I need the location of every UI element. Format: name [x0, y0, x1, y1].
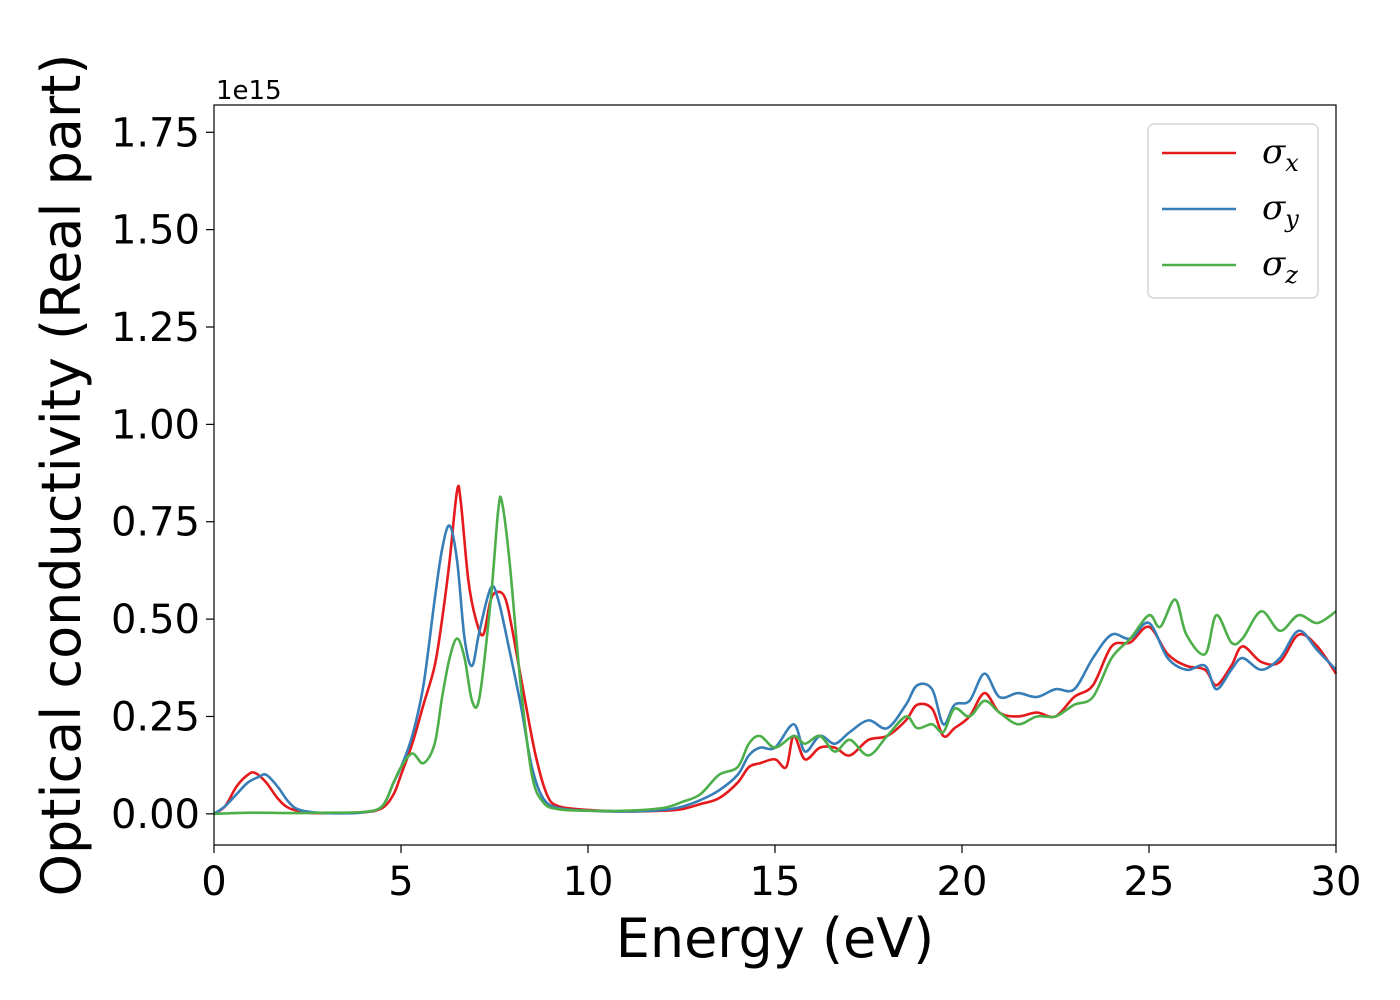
y-tick-label: 1.75 [111, 110, 200, 156]
legend-label-y: σy [1262, 188, 1299, 233]
series-line-y [213, 524, 1337, 815]
x-tick-label: 5 [388, 859, 413, 905]
plot-lines [213, 484, 1338, 816]
y-axis: 0.00 0.25 0.50 0.75 1.00 1.25 1.50 1.75 [111, 110, 214, 838]
legend-label-z: σz [1262, 244, 1298, 289]
y-axis-title: Optical conductivity (Real part) [30, 54, 93, 897]
y-tick-label: 1.00 [111, 402, 200, 448]
series-line-x [213, 484, 1338, 815]
y-tick-label: 0.25 [111, 694, 200, 740]
x-tick-label: 20 [937, 859, 988, 905]
x-axis-title: Energy (eV) [616, 907, 935, 970]
x-tick-label: 10 [563, 859, 614, 905]
y-tick-label: 0.00 [111, 792, 200, 838]
x-axis: 0 5 10 15 20 25 30 [201, 845, 1361, 905]
x-tick-label: 0 [201, 859, 226, 905]
series-line-z [213, 495, 1337, 816]
y-tick-label: 0.50 [111, 597, 200, 643]
y-tick-label: 1.25 [111, 305, 200, 351]
x-tick-label: 25 [1124, 859, 1175, 905]
y-tick-label: 0.75 [111, 500, 200, 546]
x-tick-label: 15 [750, 859, 801, 905]
x-tick-label: 30 [1311, 859, 1362, 905]
legend-label-x: σx [1262, 132, 1299, 177]
y-offset-label: 1e15 [216, 76, 282, 106]
y-tick-label: 1.50 [111, 208, 200, 254]
legend: σx σy σz [1147, 123, 1319, 299]
legend-box [1147, 123, 1319, 299]
